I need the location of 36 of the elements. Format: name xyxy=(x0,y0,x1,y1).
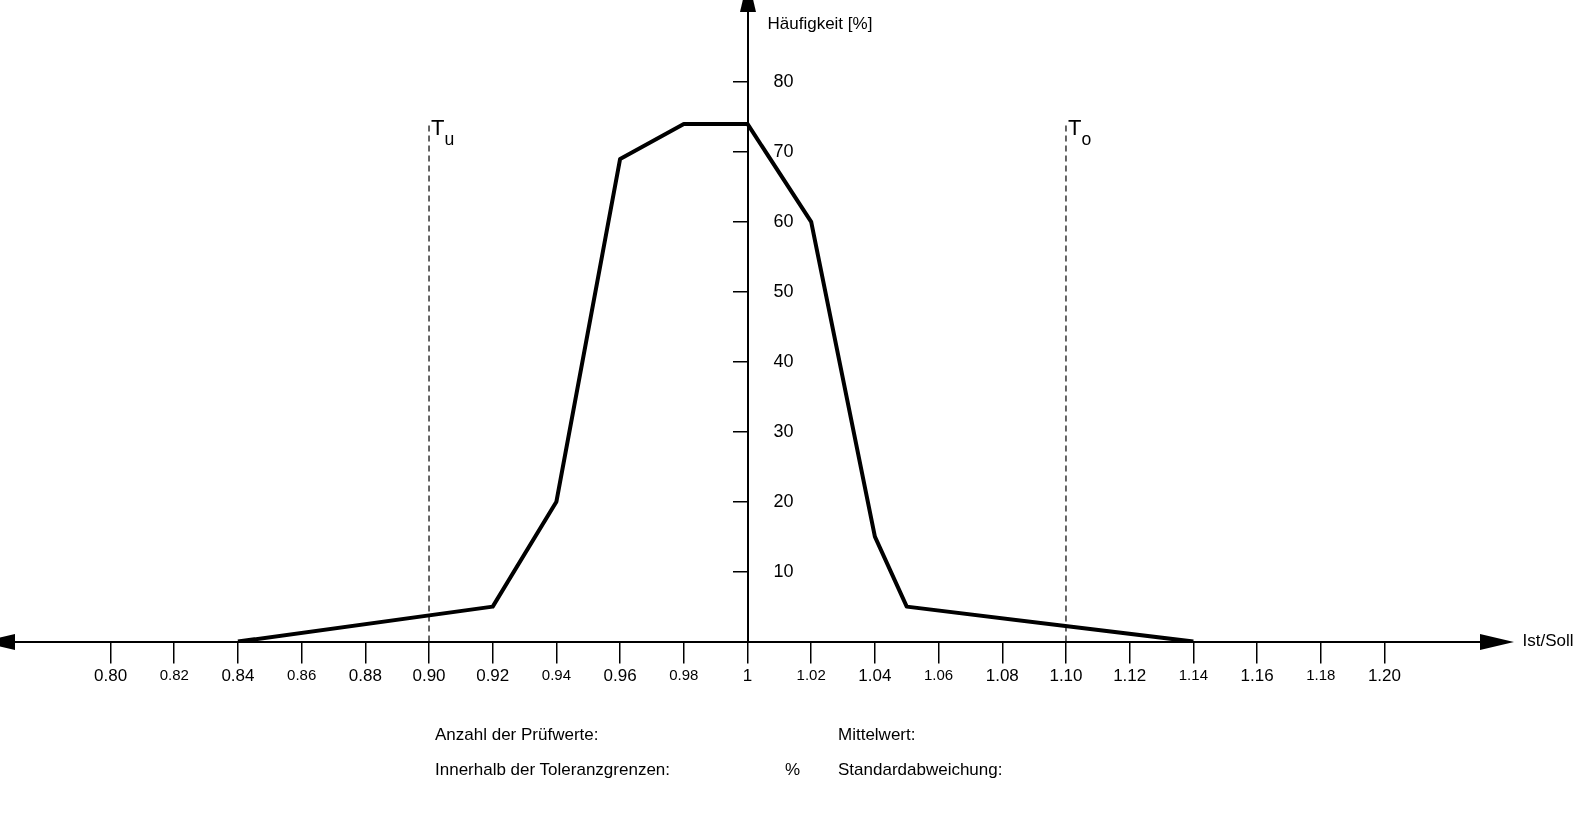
x-tick-label: 1.18 xyxy=(1306,665,1336,683)
y-tick-label: 60 xyxy=(773,210,794,231)
x-tick-label: 1.06 xyxy=(923,665,954,683)
text: % xyxy=(785,760,801,780)
x-tick-label: 0.92 xyxy=(476,666,510,686)
y-tick-label: 50 xyxy=(773,280,794,301)
x-tick-label: 0.86 xyxy=(287,665,317,683)
y-tick-label: 30 xyxy=(773,420,794,441)
x-tick-label: 0.80 xyxy=(94,666,128,686)
x-tick-label: 1.02 xyxy=(796,665,826,683)
x-axis-title: Ist/Soll xyxy=(1522,631,1574,651)
x-tick-label: 0.96 xyxy=(603,666,637,686)
x-tick-label: 1.12 xyxy=(1113,666,1147,686)
x-tick-label: 1.14 xyxy=(1178,665,1208,683)
x-tick-label: 0.94 xyxy=(541,665,572,683)
x-tick-label: 1 xyxy=(742,666,753,686)
text: Mittelwert: xyxy=(838,725,916,745)
text: Standardabweichung: xyxy=(838,760,1003,780)
x-tick-label: 1.08 xyxy=(985,666,1019,686)
x-tick-label: 1.04 xyxy=(858,666,892,686)
x-tick-label: 1.10 xyxy=(1049,666,1083,686)
x-tick-label: 0.98 xyxy=(669,665,699,683)
x-tick-label: 0.84 xyxy=(221,666,255,686)
x-tick-label: 0.82 xyxy=(159,665,189,683)
x-tick-label: 1.16 xyxy=(1240,666,1274,686)
x-tick-label: 1.20 xyxy=(1367,666,1401,686)
text: Anzahl der Prüfwerte: xyxy=(435,725,599,745)
y-tick-label: 70 xyxy=(773,140,794,161)
x-tick-label: 0.88 xyxy=(348,666,382,686)
y-tick-label: 80 xyxy=(773,70,794,91)
x-tick-label: 0.90 xyxy=(412,666,446,686)
y-tick-label: 20 xyxy=(773,490,794,511)
text: Innerhalb der Toleranzgrenzen: xyxy=(435,760,671,780)
y-tick-label: 40 xyxy=(773,350,794,371)
y-axis-title: Häufigkeit [%] xyxy=(767,13,873,33)
y-tick-label: 10 xyxy=(773,560,794,581)
